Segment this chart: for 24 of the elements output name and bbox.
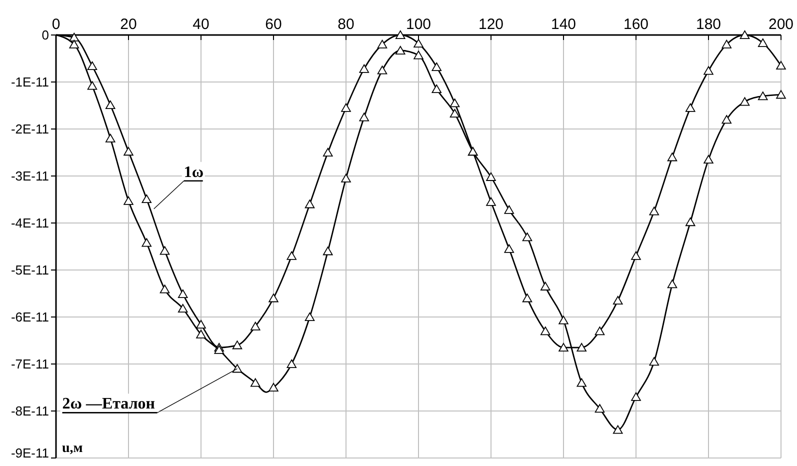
x-tick-label: 200 [768,16,794,33]
y-tick-label: -1E-11 [10,74,49,90]
y-tick-label: -8E-11 [10,404,49,419]
x-tick-label: 120 [478,16,504,33]
annotation: 1ω [184,164,204,181]
x-tick-label: 80 [338,16,354,33]
y-tick-label: -3E-11 [10,168,49,184]
x-tick-label: 20 [120,16,137,33]
y-tick-label: -7E-11 [10,356,49,372]
x-tick-label: 40 [192,16,210,33]
y-tick-label: 0 [42,28,49,43]
annotation: 2ω —Еталон [62,396,156,413]
x-tick-label: 140 [550,16,576,33]
x-tick-label: 180 [696,16,722,33]
y-tick-label: -2E-11 [10,122,49,137]
y-tick-label: -9E-11 [10,446,49,461]
y-tick-label: -4E-11 [10,216,49,231]
x-tick-label: 0 [52,16,60,33]
y-tick-label: -5E-11 [10,262,49,278]
x-axis-title: u,м [62,441,84,456]
x-tick-label: 160 [623,16,649,33]
x-tick-label: 100 [406,16,432,33]
x-tick-label: 60 [265,16,282,33]
y-tick-label: -6E-11 [10,310,49,325]
